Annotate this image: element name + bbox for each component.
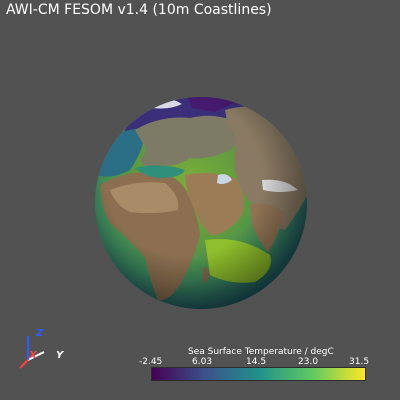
- colorbar-tick-2: 14.5: [246, 357, 267, 367]
- colorbar-tick-1: 6.03: [192, 357, 213, 367]
- orientation-axes: Z X Y: [14, 326, 74, 376]
- z-axis-label: Z: [36, 328, 44, 339]
- globe-shading: [95, 97, 307, 309]
- colorbar-tick-0: -2.45: [139, 357, 163, 367]
- plot-title: AWI-CM FESOM v1.4 (10m Coastlines): [6, 2, 272, 18]
- colorbar-gradient: [151, 367, 366, 381]
- colorbar-tick-3: 23.0: [298, 357, 319, 367]
- y-axis-label: Y: [56, 350, 64, 361]
- x-axis-label: X: [29, 350, 37, 361]
- x-axis-line: [19, 359, 29, 369]
- colorbar-title: Sea Surface Temperature / degC: [188, 347, 334, 357]
- axes-arrows: [19, 336, 45, 369]
- colorbar-tick-4: 31.5: [349, 357, 370, 367]
- y-axis-line: [27, 351, 45, 361]
